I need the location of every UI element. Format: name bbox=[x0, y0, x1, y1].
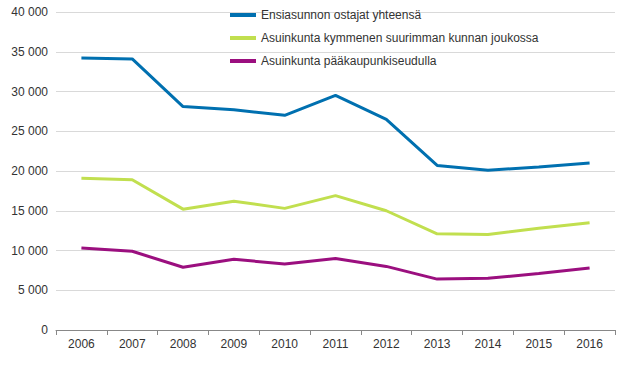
svg-text:2006: 2006 bbox=[68, 337, 95, 351]
svg-text:15 000: 15 000 bbox=[11, 204, 48, 218]
svg-text:2011: 2011 bbox=[323, 337, 349, 351]
svg-text:0: 0 bbox=[41, 323, 48, 337]
svg-text:Asuinkunta pääkaupunkiseudulla: Asuinkunta pääkaupunkiseudulla bbox=[261, 54, 437, 68]
svg-text:2014: 2014 bbox=[475, 337, 502, 351]
svg-text:2008: 2008 bbox=[170, 337, 197, 351]
svg-text:2007: 2007 bbox=[119, 337, 146, 351]
svg-text:2009: 2009 bbox=[221, 337, 248, 351]
svg-text:5 000: 5 000 bbox=[18, 283, 48, 297]
svg-text:2013: 2013 bbox=[424, 337, 451, 351]
svg-text:2015: 2015 bbox=[525, 337, 552, 351]
svg-text:Asuinkunta kymmenen suurimman: Asuinkunta kymmenen suurimman kunnan jou… bbox=[261, 31, 539, 45]
svg-text:35 000: 35 000 bbox=[11, 45, 48, 59]
svg-text:2016: 2016 bbox=[576, 337, 603, 351]
svg-text:2012: 2012 bbox=[373, 337, 400, 351]
svg-text:10 000: 10 000 bbox=[11, 244, 48, 258]
svg-text:40 000: 40 000 bbox=[11, 5, 48, 19]
svg-text:20 000: 20 000 bbox=[11, 164, 48, 178]
svg-text:Ensiasunnon ostajat yhteensä: Ensiasunnon ostajat yhteensä bbox=[261, 8, 421, 22]
svg-text:2010: 2010 bbox=[271, 337, 298, 351]
svg-text:30 000: 30 000 bbox=[11, 85, 48, 99]
svg-text:25 000: 25 000 bbox=[11, 124, 48, 138]
